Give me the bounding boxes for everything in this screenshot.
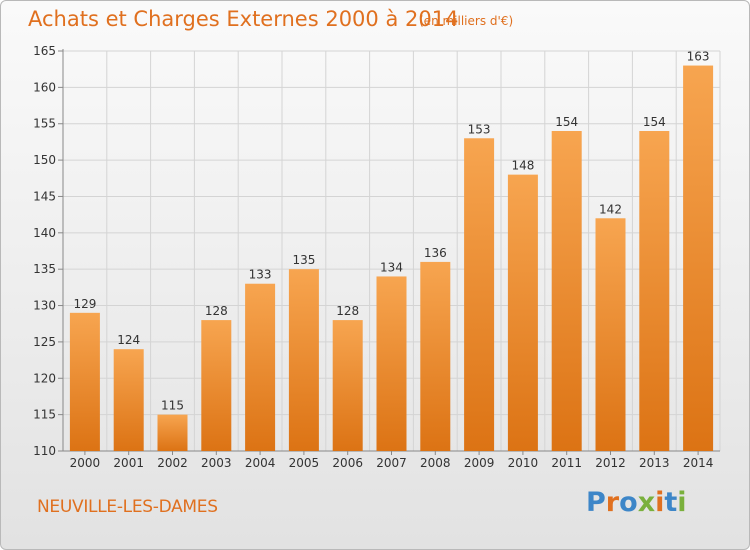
bar-value-label: 136: [424, 246, 447, 260]
bar-value-label: 134: [380, 260, 403, 274]
x-tick-label: 2003: [201, 456, 232, 470]
bar-value-label: 154: [555, 115, 578, 129]
bar-value-label: 135: [292, 253, 315, 267]
y-tick-label: 135: [33, 262, 56, 276]
bar-value-label: 154: [643, 115, 666, 129]
bar-value-label: 133: [249, 268, 272, 282]
x-tick-label: 2013: [639, 456, 670, 470]
labels: 129 2000 124 2001 115 2002 128 2003 133 2004 135 20…: [70, 50, 714, 470]
y-tick-label: 150: [33, 153, 56, 167]
x-tick-label: 2004: [245, 456, 276, 470]
bar: [551, 131, 582, 451]
x-tick-label: 2011: [551, 456, 582, 470]
x-tick-label: 2005: [289, 456, 320, 470]
bar: [595, 218, 626, 451]
proxiti-logo: Proxiti: [586, 487, 687, 518]
y-tick-label: 115: [33, 408, 56, 422]
bar: [639, 131, 670, 451]
y-tick-label: 160: [33, 80, 56, 94]
bar: [376, 276, 407, 451]
logo-letter: P: [586, 487, 606, 518]
chart-unit: (en milliers d'€): [419, 14, 514, 28]
y-tick-label: 130: [33, 299, 56, 313]
logo-letter: i: [677, 487, 687, 518]
bar: [157, 414, 188, 451]
chart-title: Achats et Charges Externes 2000 à 2014: [28, 7, 459, 31]
bar-value-label: 163: [687, 50, 710, 64]
y-tick-label: 110: [33, 444, 56, 458]
y-tick-label: 145: [33, 189, 56, 203]
x-tick-label: 2007: [376, 456, 407, 470]
bar: [113, 349, 144, 451]
bar: [332, 320, 363, 451]
bar-value-label: 148: [511, 159, 534, 173]
y-tick-label: 120: [33, 371, 56, 385]
y-tick-label: 155: [33, 117, 56, 131]
bar-value-label: 128: [205, 304, 228, 318]
bar: [69, 312, 100, 451]
bar-value-label: 129: [73, 297, 96, 311]
x-tick-label: 2008: [420, 456, 451, 470]
x-tick-label: 2009: [464, 456, 495, 470]
bar: [420, 261, 451, 451]
logo-letter: i: [655, 487, 665, 518]
bar-value-label: 153: [468, 122, 491, 136]
x-tick-label: 2002: [157, 456, 188, 470]
bar: [201, 320, 232, 451]
x-tick-label: 2000: [70, 456, 101, 470]
logo-letter: x: [637, 487, 656, 518]
y-tick-label: 165: [33, 44, 56, 58]
commune-name: NEUVILLE-LES-DAMES: [37, 497, 218, 517]
bar-value-label: 142: [599, 202, 622, 216]
logo-letter: r: [605, 487, 620, 518]
y-tick-label: 125: [33, 335, 56, 349]
bar: [464, 138, 495, 452]
x-tick-label: 2006: [332, 456, 363, 470]
bar-value-label: 115: [161, 399, 184, 413]
x-tick-label: 2014: [683, 456, 714, 470]
bar: [245, 283, 276, 451]
x-tick-label: 2012: [595, 456, 626, 470]
bar-value-label: 128: [336, 304, 359, 318]
bar: [507, 174, 538, 452]
bar: [288, 269, 319, 451]
bar-value-label: 124: [117, 333, 140, 347]
y-tick-label: 140: [33, 226, 56, 240]
bar: [683, 65, 714, 451]
logo-letter: o: [619, 487, 638, 518]
logo-letter: t: [664, 487, 678, 518]
bars: [69, 65, 714, 452]
x-tick-label: 2010: [508, 456, 539, 470]
x-tick-label: 2001: [113, 456, 144, 470]
